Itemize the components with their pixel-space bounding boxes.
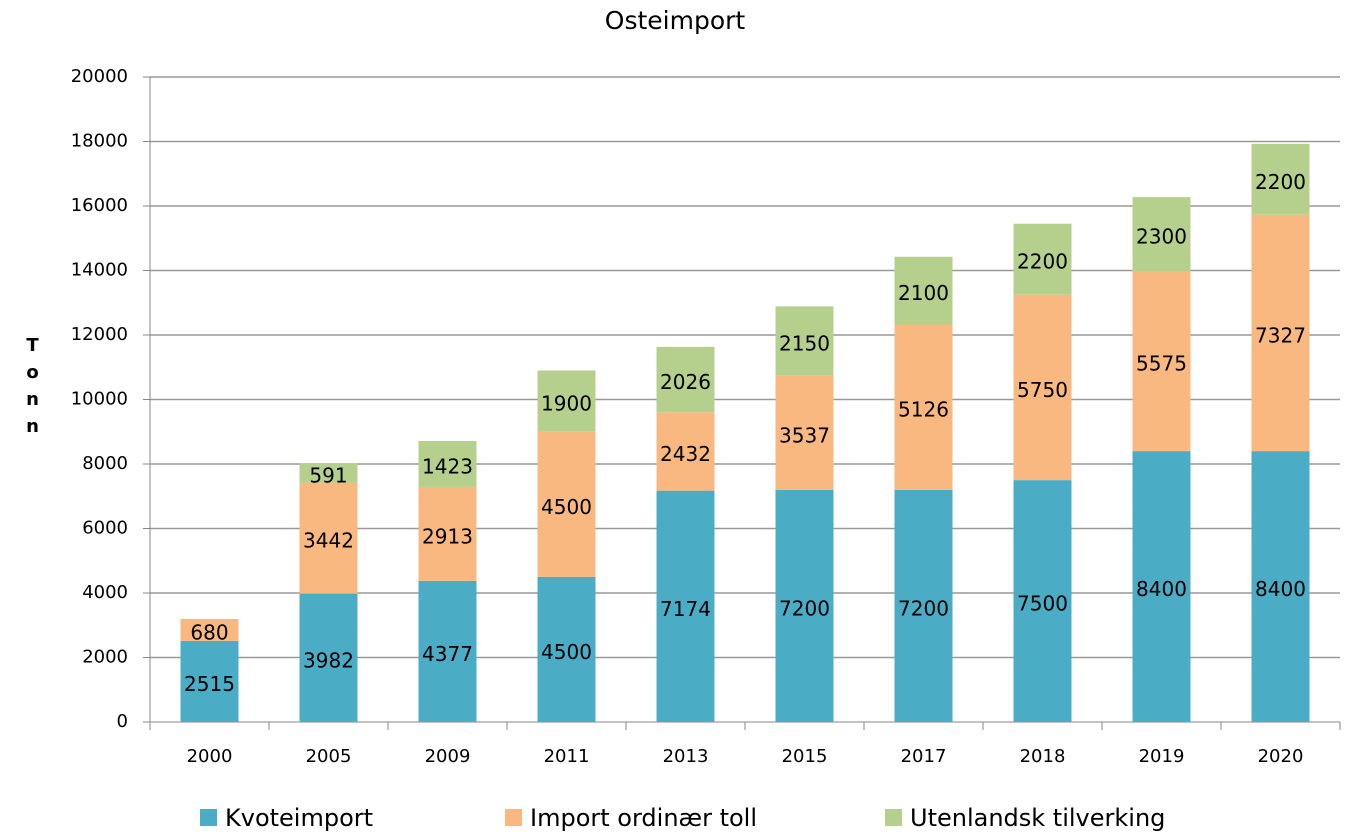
data-label: 7500 [1017,592,1068,616]
bar-segment [894,489,953,722]
data-label: 5126 [898,398,949,422]
data-label: 5575 [1136,352,1187,376]
x-tick-label: 2011 [544,746,590,767]
legend-swatch [505,809,522,826]
x-tick-label: 2019 [1139,746,1185,767]
data-label: 4500 [541,640,592,664]
bar-segment [656,490,715,722]
data-label: 2026 [660,370,711,394]
bar-segment [1132,271,1191,452]
x-tick-label: 2013 [663,746,709,767]
data-label: 7327 [1255,323,1306,347]
bar-segment [1251,214,1310,452]
data-label: 8400 [1136,577,1187,601]
y-tick-label: 14000 [71,260,128,281]
y-tick-label: 2000 [82,647,128,668]
y-tick-label: 12000 [71,324,128,345]
y-tick-label: 10000 [71,389,128,410]
data-label: 3442 [303,529,354,553]
y-tick-label: 20000 [71,66,128,87]
bar-segment [1132,451,1191,722]
bar-segment [656,346,715,413]
legend-label: Import ordinær toll [530,804,757,832]
y-tick-label: 18000 [71,131,128,152]
x-tick-label: 2018 [1020,746,1066,767]
bar-segment [775,306,834,376]
bar-segment [1132,197,1191,272]
bar-segment [1013,223,1072,295]
bar-segment [418,486,477,581]
legend-label: Utenlandsk tilverking [910,804,1165,832]
data-label: 7174 [660,597,711,621]
bar-segment [299,463,358,483]
bar-segment [299,593,358,722]
x-tick-label: 2017 [901,746,947,767]
bar-segment [894,324,953,490]
data-label: 3537 [779,423,830,447]
y-tick-label: 16000 [71,195,128,216]
legend-swatch [200,809,217,826]
data-label: 7200 [779,596,830,620]
bar-segment [299,482,358,594]
bar-segment [775,489,834,722]
data-label: 2150 [779,332,830,356]
data-label: 2200 [1255,170,1306,194]
data-label: 8400 [1255,577,1306,601]
bar-segment [537,576,596,722]
data-label: 1423 [422,454,473,478]
x-tick-label: 2015 [782,746,828,767]
data-label: 2300 [1136,225,1187,249]
data-label: 7200 [898,596,949,620]
data-label: 2515 [184,672,235,696]
x-tick-label: 2020 [1258,746,1304,767]
bar-segment [537,431,596,577]
data-label: 4500 [541,495,592,519]
x-tick-label: 2009 [425,746,471,767]
data-label: 2100 [898,281,949,305]
legend-label: Kvoteimport [225,804,373,832]
y-tick-label: 4000 [82,582,128,603]
bar-segment [418,441,477,487]
bar-segment [1251,143,1310,215]
data-label: 2913 [422,524,473,548]
x-tick-label: 2000 [187,746,233,767]
data-label: 680 [190,620,228,644]
data-label: 2432 [660,442,711,466]
bar-segment [894,256,953,325]
legend-swatch [885,809,902,826]
data-label: 5750 [1017,378,1068,402]
chart-title: Osteimport [605,6,746,35]
y-axis-label: Tonn [22,335,43,443]
y-tick-label: 8000 [82,453,128,474]
data-label: 4377 [422,642,473,666]
data-label: 591 [309,464,347,488]
y-tick-label: 6000 [82,518,128,539]
bar-segment [775,375,834,490]
x-tick-label: 2005 [306,746,352,767]
data-label: 2200 [1017,250,1068,274]
data-label: 1900 [541,392,592,416]
bar-segment [1013,294,1072,481]
data-label: 3982 [303,648,354,672]
bar-segment [656,412,715,491]
bar-segment [537,370,596,432]
bar-segment [418,580,477,722]
bar-segment [1251,451,1310,722]
bar-segment [180,618,239,641]
y-tick-label: 0 [117,711,128,732]
bar-segment [1013,480,1072,722]
bar-segment [180,640,239,722]
